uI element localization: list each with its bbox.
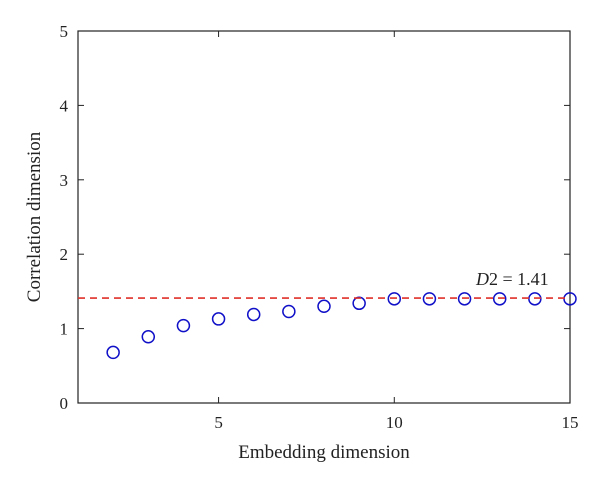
- plot-area: [77, 30, 571, 404]
- annotation-value: 2 = 1.41: [489, 269, 549, 289]
- x-tick-label: 10: [386, 413, 403, 432]
- data-point: [211, 312, 226, 326]
- x-tick-label: 15: [562, 413, 579, 432]
- data-point: [282, 304, 296, 319]
- data-points: [106, 292, 577, 360]
- y-tick-label: 0: [60, 394, 69, 413]
- y-tick-label: 5: [60, 22, 69, 41]
- plot-frame: [77, 30, 571, 404]
- x-tick-label: 5: [214, 413, 223, 432]
- y-tick-label: 1: [60, 320, 69, 339]
- data-point: [141, 330, 156, 344]
- data-point: [352, 296, 366, 311]
- data-point: [176, 318, 191, 333]
- data-point: [387, 292, 402, 306]
- data-point: [106, 345, 120, 360]
- data-point: [457, 292, 472, 306]
- axis-ticks: 0 1 2 3 4 5 5 10 15: [60, 22, 579, 432]
- data-point: [317, 299, 331, 314]
- y-tick-label: 3: [60, 171, 69, 190]
- data-point: [422, 292, 437, 306]
- y-tick-label: 2: [60, 245, 69, 264]
- x-axis-label: Embedding dimension: [238, 442, 410, 463]
- annotation-symbol: D: [475, 269, 489, 289]
- data-point: [492, 292, 507, 306]
- data-point: [246, 307, 261, 322]
- y-axis-label: Correlation dimension: [24, 131, 45, 302]
- reference-line-label: D2 = 1.41: [475, 269, 549, 289]
- y-tick-label: 4: [60, 96, 69, 115]
